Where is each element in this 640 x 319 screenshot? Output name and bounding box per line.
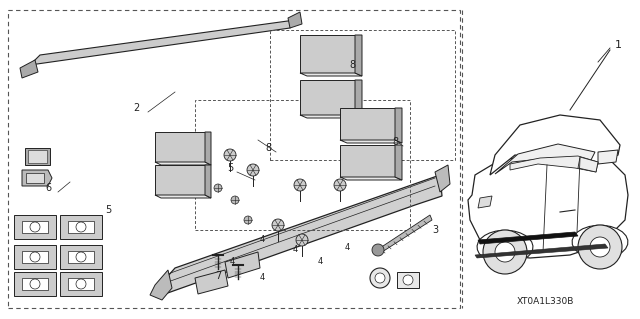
Circle shape bbox=[294, 179, 306, 191]
Polygon shape bbox=[60, 215, 102, 239]
Circle shape bbox=[214, 184, 222, 192]
Circle shape bbox=[495, 242, 515, 262]
Circle shape bbox=[590, 237, 610, 257]
Polygon shape bbox=[68, 221, 94, 233]
Polygon shape bbox=[22, 170, 52, 186]
Text: 4: 4 bbox=[292, 246, 298, 255]
Polygon shape bbox=[150, 270, 172, 300]
Bar bbox=[195, 100, 410, 230]
Polygon shape bbox=[598, 150, 618, 164]
Polygon shape bbox=[30, 20, 295, 65]
Circle shape bbox=[30, 279, 40, 289]
Text: 1: 1 bbox=[614, 40, 621, 50]
Bar bbox=[8, 10, 460, 308]
Polygon shape bbox=[160, 175, 442, 295]
Text: 4: 4 bbox=[317, 257, 323, 266]
Polygon shape bbox=[60, 272, 102, 296]
Circle shape bbox=[296, 234, 308, 246]
Circle shape bbox=[483, 230, 527, 274]
Bar bbox=[397, 272, 419, 288]
Polygon shape bbox=[225, 252, 260, 278]
Polygon shape bbox=[155, 165, 205, 195]
Polygon shape bbox=[288, 12, 302, 28]
Text: 4: 4 bbox=[229, 257, 235, 266]
Circle shape bbox=[578, 225, 622, 269]
Polygon shape bbox=[340, 145, 395, 177]
Bar bbox=[270, 30, 455, 160]
Polygon shape bbox=[478, 232, 578, 244]
Circle shape bbox=[375, 273, 385, 283]
Text: 4: 4 bbox=[344, 243, 349, 253]
Polygon shape bbox=[578, 157, 598, 172]
Polygon shape bbox=[26, 173, 44, 183]
Circle shape bbox=[372, 244, 384, 256]
Polygon shape bbox=[68, 278, 94, 290]
Polygon shape bbox=[340, 177, 402, 180]
Polygon shape bbox=[68, 251, 94, 263]
Polygon shape bbox=[395, 108, 402, 143]
Polygon shape bbox=[195, 270, 228, 294]
Text: 8: 8 bbox=[265, 143, 271, 153]
Polygon shape bbox=[20, 60, 38, 78]
Polygon shape bbox=[60, 245, 102, 269]
Polygon shape bbox=[495, 144, 595, 174]
Polygon shape bbox=[155, 132, 205, 162]
Polygon shape bbox=[22, 221, 48, 233]
Text: 2: 2 bbox=[133, 103, 139, 113]
Polygon shape bbox=[395, 145, 402, 180]
Circle shape bbox=[403, 275, 413, 285]
Text: 8: 8 bbox=[349, 60, 355, 70]
Polygon shape bbox=[340, 108, 395, 140]
Polygon shape bbox=[490, 115, 620, 175]
Text: 5: 5 bbox=[227, 163, 233, 173]
Polygon shape bbox=[155, 162, 211, 165]
Polygon shape bbox=[468, 155, 628, 258]
Polygon shape bbox=[155, 195, 211, 198]
Polygon shape bbox=[435, 165, 450, 192]
Polygon shape bbox=[477, 230, 533, 257]
Polygon shape bbox=[355, 35, 362, 76]
Polygon shape bbox=[475, 244, 608, 258]
Circle shape bbox=[224, 149, 236, 161]
Text: 5: 5 bbox=[105, 205, 111, 215]
Circle shape bbox=[76, 222, 86, 232]
Text: XT0A1L330B: XT0A1L330B bbox=[516, 298, 573, 307]
Text: 3: 3 bbox=[432, 225, 438, 235]
Circle shape bbox=[30, 252, 40, 262]
Circle shape bbox=[334, 179, 346, 191]
Circle shape bbox=[272, 219, 284, 231]
Polygon shape bbox=[22, 278, 48, 290]
Polygon shape bbox=[380, 215, 432, 252]
Polygon shape bbox=[14, 272, 56, 296]
Circle shape bbox=[76, 252, 86, 262]
Polygon shape bbox=[205, 165, 211, 198]
Polygon shape bbox=[14, 215, 56, 239]
Text: 8: 8 bbox=[392, 137, 398, 147]
Polygon shape bbox=[300, 73, 362, 76]
Polygon shape bbox=[28, 150, 47, 163]
Polygon shape bbox=[300, 115, 362, 118]
Text: 4: 4 bbox=[259, 235, 264, 244]
Circle shape bbox=[244, 216, 252, 224]
Circle shape bbox=[247, 164, 259, 176]
Polygon shape bbox=[510, 156, 598, 172]
Polygon shape bbox=[478, 196, 492, 208]
Circle shape bbox=[370, 268, 390, 288]
Text: 6: 6 bbox=[45, 183, 51, 193]
Polygon shape bbox=[22, 251, 48, 263]
Circle shape bbox=[76, 279, 86, 289]
Polygon shape bbox=[340, 140, 402, 143]
Polygon shape bbox=[300, 35, 355, 73]
Text: 7: 7 bbox=[215, 271, 221, 281]
Circle shape bbox=[231, 196, 239, 204]
Polygon shape bbox=[14, 245, 56, 269]
Polygon shape bbox=[300, 80, 355, 115]
Polygon shape bbox=[25, 148, 50, 165]
Polygon shape bbox=[355, 80, 362, 118]
Polygon shape bbox=[205, 132, 211, 165]
Text: 4: 4 bbox=[259, 273, 264, 283]
Circle shape bbox=[30, 222, 40, 232]
Polygon shape bbox=[572, 225, 628, 256]
